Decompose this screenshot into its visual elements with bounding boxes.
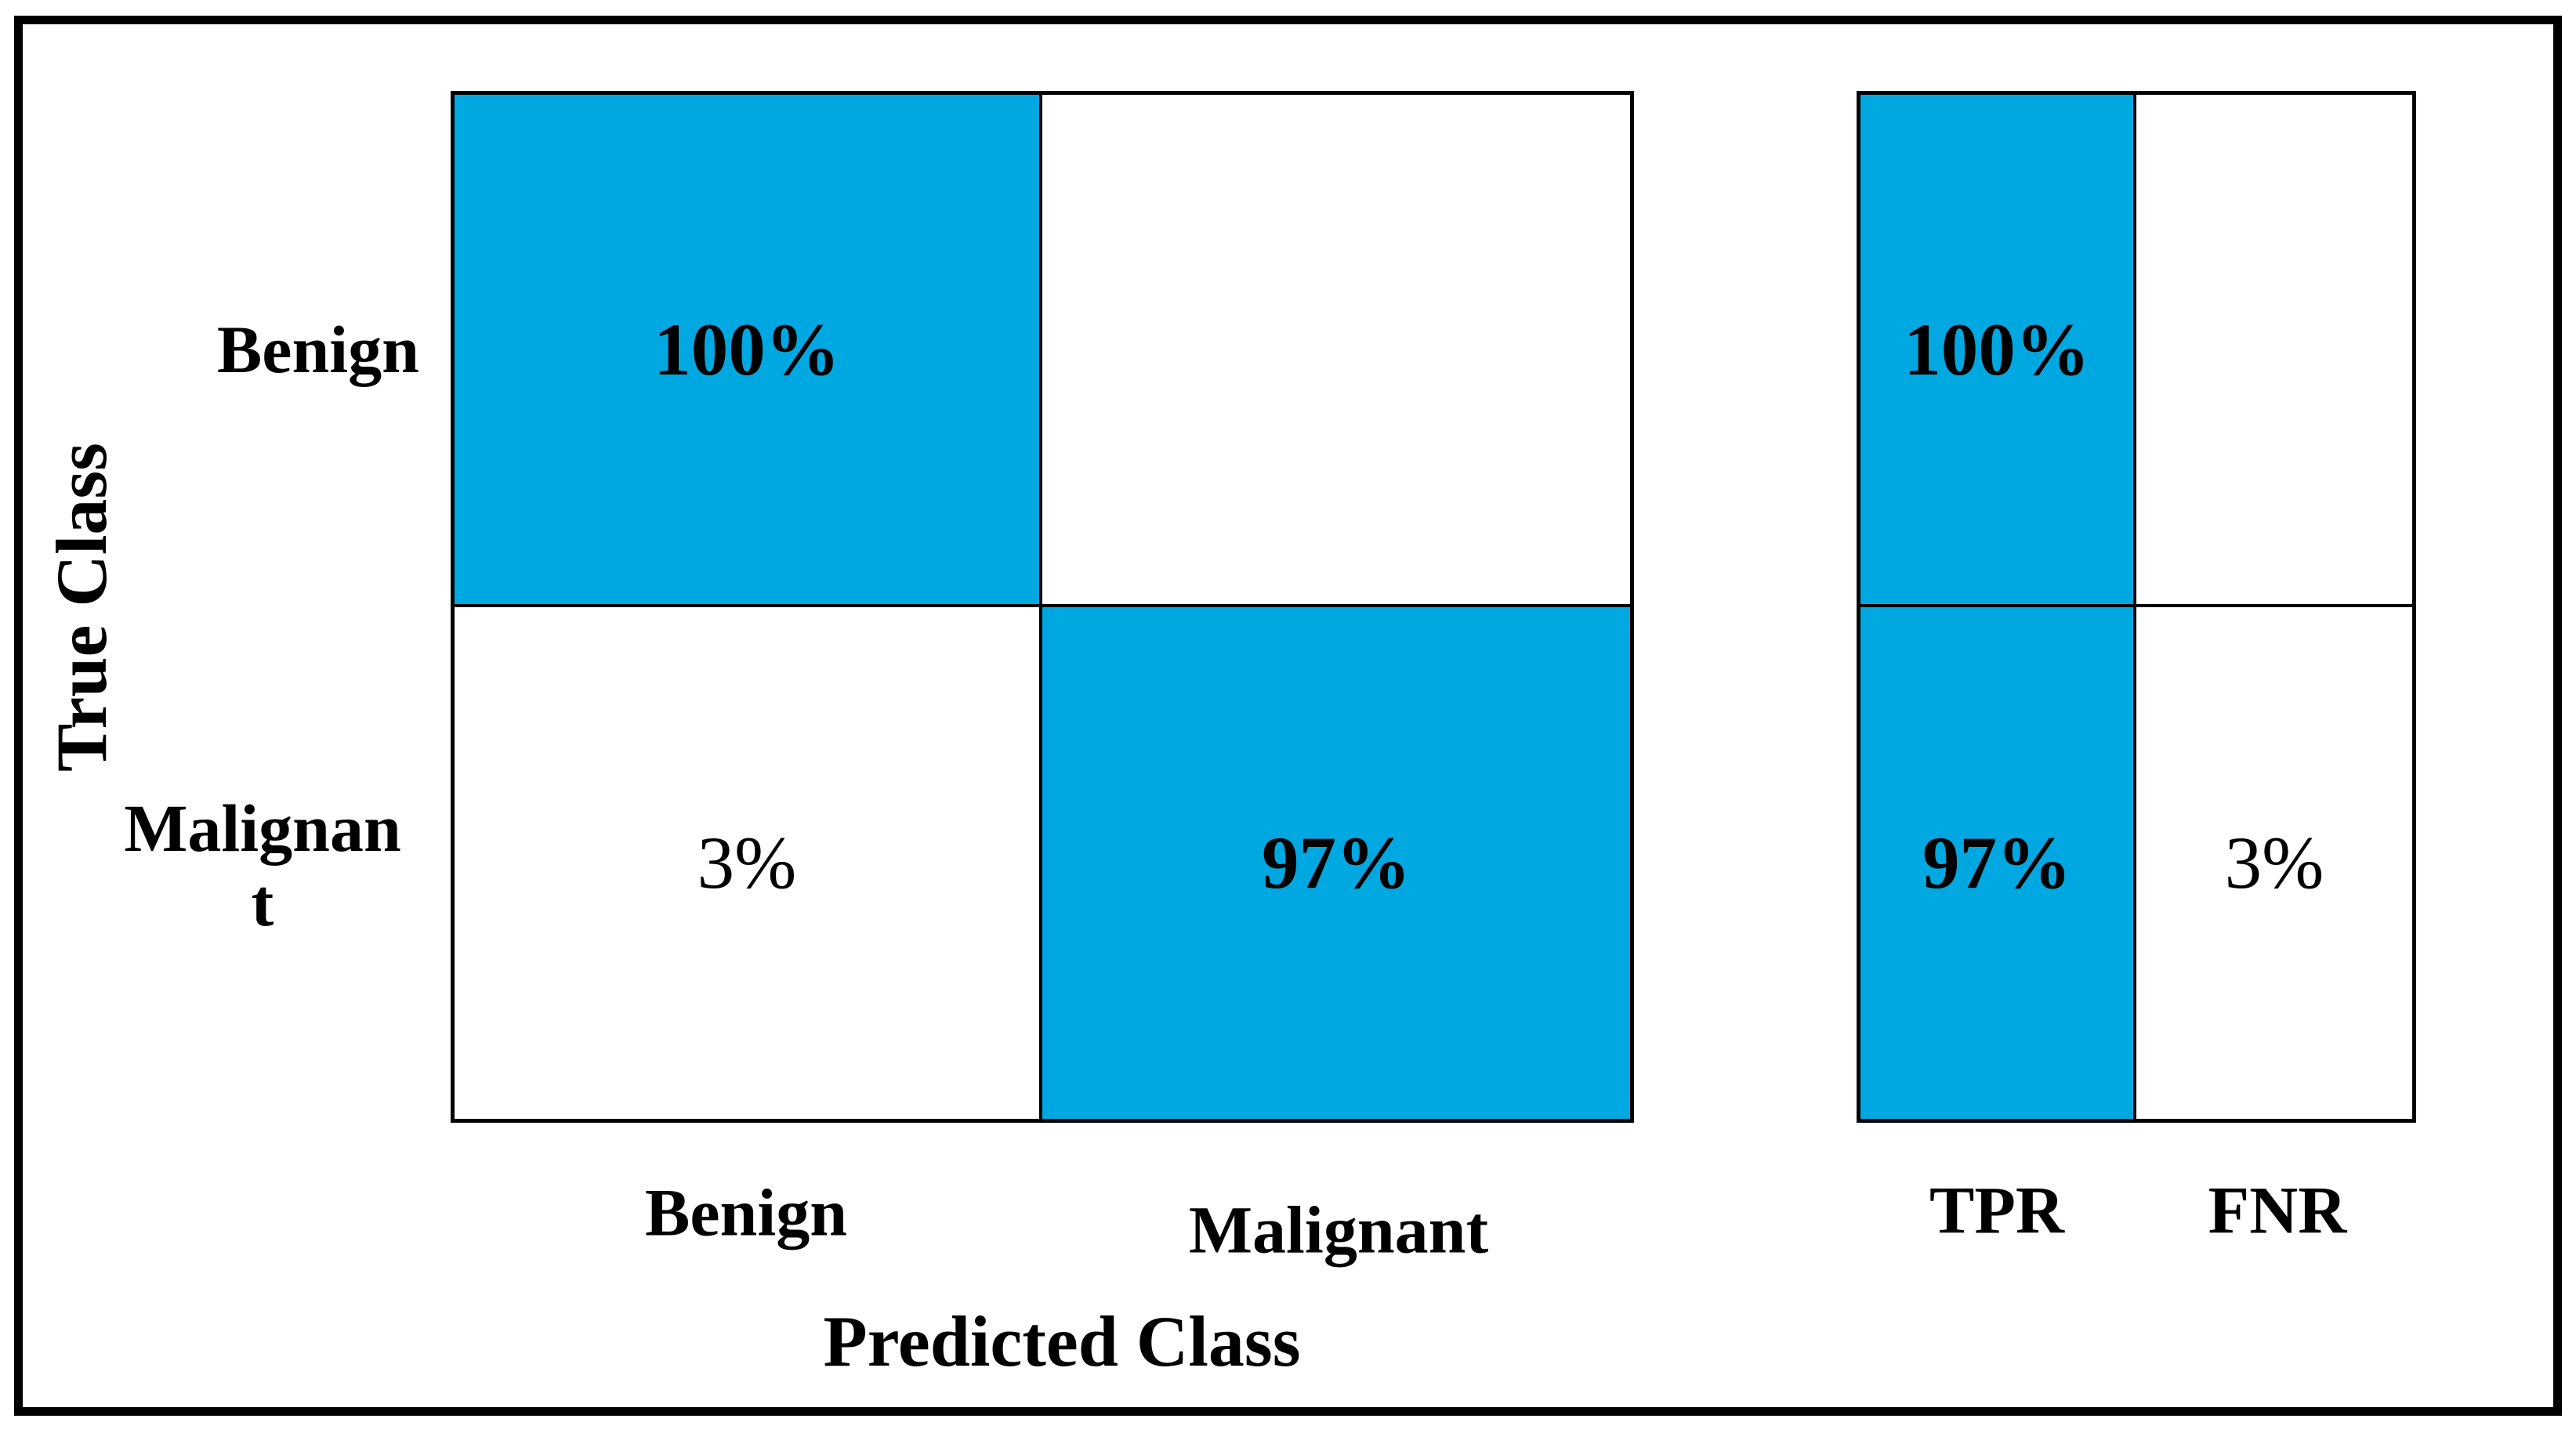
cell-true-benign-pred-malignant [1042, 95, 1630, 607]
row-label-benign: Benign [216, 311, 419, 387]
col-label-fnr: FNR [2208, 1172, 2347, 1248]
row-label-malignant: Malignan t [124, 791, 401, 940]
cell-malignant-tpr: 97% [1860, 606, 2136, 1119]
cell-true-benign-pred-benign: 100% [455, 95, 1042, 607]
summary-panel: 100% 97% 3% [1857, 91, 2416, 1123]
x-axis-label: Predicted Class [823, 1301, 1301, 1381]
col-label-tpr: TPR [1929, 1172, 2064, 1248]
cell-benign-tpr: 100% [1860, 95, 2136, 607]
col-label-benign: Benign [644, 1174, 848, 1250]
cell-malignant-fnr: 3% [2136, 606, 2412, 1119]
col-label-malignant: Malignant [1188, 1192, 1489, 1268]
cell-true-malignant-pred-benign: 3% [455, 606, 1042, 1119]
confusion-matrix: 100% 3% 97% [451, 91, 1634, 1123]
cell-benign-fnr [2136, 95, 2412, 607]
figure-frame [14, 16, 2562, 1416]
cell-true-malignant-pred-malignant: 97% [1042, 606, 1630, 1119]
